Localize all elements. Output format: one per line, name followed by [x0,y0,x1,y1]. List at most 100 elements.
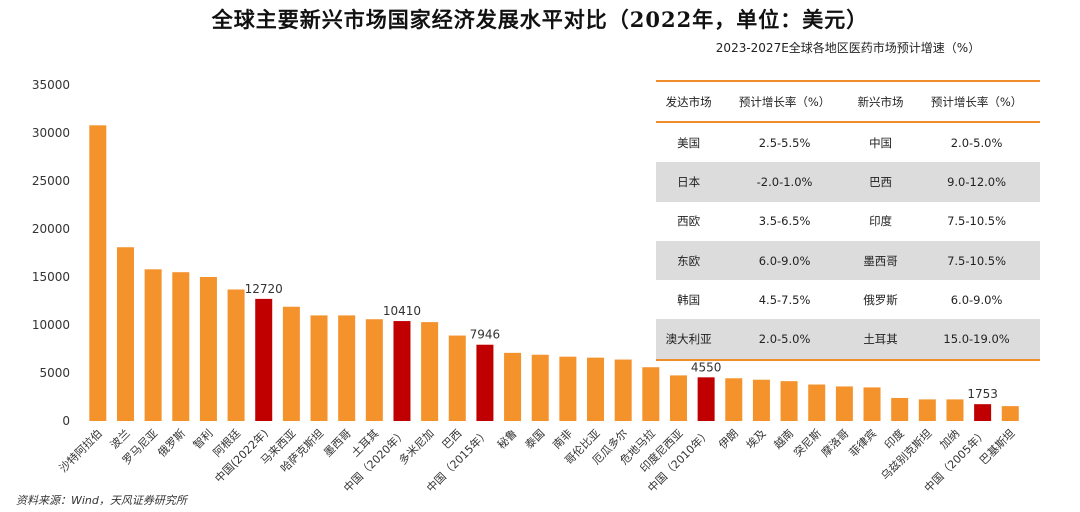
bar [227,289,245,421]
table-cell: 2.5-5.5% [758,135,811,150]
table-row: 日本 -2.0-1.0% 巴西 9.0-12.0% [656,162,1040,202]
bar [891,397,909,421]
y-axis: 0 5000 10000 15000 20000 25000 30000 35000 [32,78,70,428]
bar [504,352,522,421]
table-cell: 9.0-12.0% [947,174,1007,189]
data-label: 4550 [691,360,722,374]
table-cell: 15.0-19.0% [943,332,1010,347]
header-growth-1: 预计增长率（%） [738,94,831,109]
table-row: 韩国 4.5-7.5% 俄罗斯 6.0-9.0% [656,280,1040,319]
bar [780,381,798,421]
table-cell: 中国 [869,135,893,150]
x-tick-label: 突尼斯 [791,426,824,459]
header-growth-2: 预计增长率（%） [930,94,1023,109]
y-tick-label: 35000 [32,78,70,92]
bar [808,384,826,421]
table-cell: 7.5-10.5% [947,214,1007,229]
bar [144,269,162,421]
table-cell: 日本 [677,174,701,189]
growth-table-panel: 2023-2027E全球各地区医药市场预计增速（%） 发达市场 预计增长率（%）… [656,36,1040,361]
table-row: 西欧 3.5-6.5% 印度 7.5-10.5% [656,202,1040,241]
bar [752,379,770,421]
table-cell: 俄罗斯 [863,292,898,307]
bar [282,306,300,421]
x-tick-label: 秘鲁 [494,426,519,451]
data-label: 1753 [967,387,998,401]
bar [642,367,660,421]
table-cell: -2.0-1.0% [756,174,813,189]
x-tick-label: 伊朗 [716,427,741,452]
bar [476,344,494,421]
y-tick-label: 20000 [32,222,70,236]
x-tick-label: 菲律宾 [846,426,879,459]
y-tick-label: 15000 [32,270,70,284]
table-cell: 东欧 [677,253,701,268]
y-tick-label: 30000 [32,126,70,140]
bar [255,298,273,421]
header-emerging: 新兴市场 [857,94,904,109]
bar [587,357,605,421]
table-row: 美国 2.5-5.5% 中国 2.0-5.0% [656,122,1040,162]
data-label: 7946 [470,328,501,342]
table-cell: 2.0-5.0% [758,332,811,347]
bar [863,387,881,421]
data-label: 10410 [383,304,421,318]
growth-table: 发达市场 预计增长率（%） 新兴市场 预计增长率（%） 美国 2.5-5.5% … [656,80,1040,361]
table-cell: 墨西哥 [863,253,898,268]
table-cell: 2.0-5.0% [950,135,1003,150]
bar [697,377,715,421]
table-cell: 韩国 [677,292,701,307]
table-row: 澳大利亚 2.0-5.0% 土耳其 15.0-19.0% [656,319,1040,360]
x-tick-label: 沙特阿拉伯 [56,426,105,475]
table-cell: 印度 [869,214,893,229]
bar [531,354,549,421]
table-cell: 4.5-7.5% [758,292,811,307]
source-note: 资料来源：Wind，天风证券研究所 [16,494,187,507]
x-tick-label: 墨西哥 [321,427,354,460]
data-label: 12720 [245,282,283,296]
bar [393,321,411,421]
chart-title: 全球主要新兴市场国家经济发展水平对比（2022年，单位：美元） [211,7,869,32]
bar [1001,406,1019,421]
bar [421,322,439,421]
table-cell: 3.5-6.5% [758,214,811,229]
bar [89,125,107,421]
y-tick-label: 5000 [39,366,70,380]
y-tick-label: 10000 [32,318,70,332]
bar [310,315,328,421]
bar [918,399,936,421]
bar [614,359,632,421]
bar [946,399,964,421]
bar [559,356,577,421]
bar [974,404,992,421]
bars [89,125,1019,421]
table-cell: 西欧 [677,214,701,229]
header-developed: 发达市场 [665,94,712,109]
table-cell: 澳大利亚 [665,332,712,347]
bar [199,277,217,421]
y-tick-label: 0 [62,414,70,428]
table-cell: 6.0-9.0% [758,253,811,268]
bar [835,386,853,421]
y-tick-label: 25000 [32,174,70,188]
table-row: 东欧 6.0-9.0% 墨西哥 7.5-10.5% [656,240,1040,281]
table-cell: 美国 [677,135,701,150]
table-header-row: 发达市场 预计增长率（%） 新兴市场 预计增长率（%） [656,81,1040,122]
table-cell: 7.5-10.5% [947,253,1007,268]
x-tick-label: 摩洛哥 [818,426,851,459]
bar [172,272,190,421]
bar [448,335,466,421]
bar [725,378,743,421]
data-labels: 12720 10410 7946 4550 1753 [245,282,998,401]
bar [365,319,383,421]
table-cell: 土耳其 [863,332,898,347]
table-cell: 6.0-9.0% [950,292,1003,307]
table-title: 2023-2027E全球各地区医药市场预计增速（%） [715,41,981,55]
x-tick-label: 泰国 [522,426,547,451]
bar [116,247,134,421]
x-tick-label: 俄罗斯 [155,427,188,460]
table-cell: 巴西 [869,174,893,189]
x-tick-label: 埃及 [743,426,768,451]
